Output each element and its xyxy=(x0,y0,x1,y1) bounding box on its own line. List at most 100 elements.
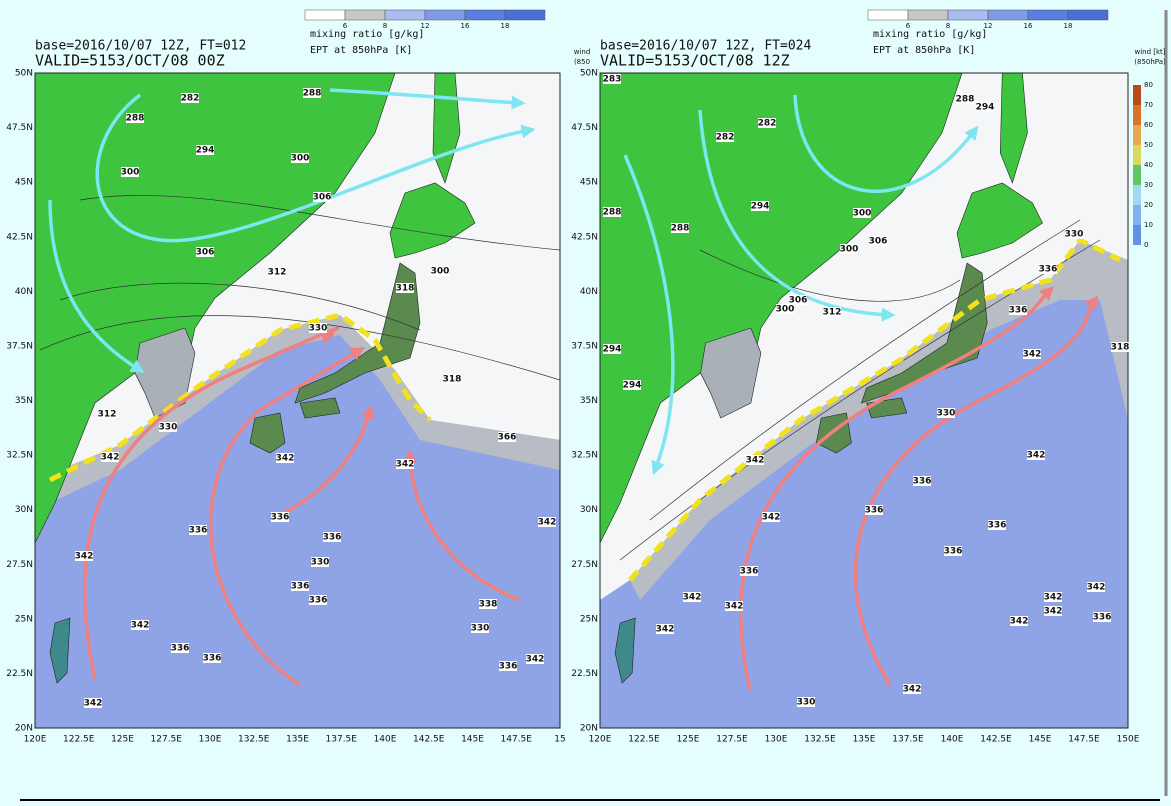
contour-label-box xyxy=(203,653,221,663)
contour-label-box xyxy=(443,374,461,384)
contour-label: 294 xyxy=(603,345,622,355)
right-map xyxy=(599,72,1129,729)
contour-label-box xyxy=(323,532,341,542)
contour-label: 342 xyxy=(101,453,120,463)
contour-label-box xyxy=(937,408,955,418)
wind-tick-label: 70 xyxy=(1144,101,1153,109)
lon-label: 137.5E xyxy=(326,735,358,745)
arrow xyxy=(208,347,365,687)
arrow xyxy=(698,109,896,322)
contour-label: 330 xyxy=(797,698,816,708)
contour-label: 300 xyxy=(840,245,859,255)
contour-label-box xyxy=(498,432,516,442)
wind-label: wind xyxy=(574,48,591,56)
front-line xyxy=(628,236,1122,582)
lat-label: 40N xyxy=(15,287,33,297)
wind-colorbar-cell xyxy=(1133,145,1141,165)
contour-label: 336 xyxy=(323,533,342,543)
arrow xyxy=(279,404,375,517)
contour-label: 342 xyxy=(656,625,675,635)
lat-label: 32.5N xyxy=(6,451,33,461)
colorbar-tick-label: 18 xyxy=(501,22,510,30)
contour-label: 336 xyxy=(865,506,884,516)
contour-label: 330 xyxy=(309,324,328,334)
contour-label-box xyxy=(396,459,414,469)
colorbar-cell xyxy=(947,9,989,21)
lat-label: 20N xyxy=(580,724,598,734)
lat-label: 50N xyxy=(580,69,598,79)
contour-label: 336 xyxy=(1039,265,1058,275)
arrow xyxy=(329,88,526,110)
contour-label-box xyxy=(84,698,102,708)
contour-label-box xyxy=(869,236,887,246)
contour-label: 288 xyxy=(671,224,690,234)
lat-label: 35N xyxy=(580,396,598,406)
contour-label-box xyxy=(944,546,962,556)
contour-label: 336 xyxy=(203,654,222,664)
contour-label: 300 xyxy=(121,168,140,178)
contour-label-box xyxy=(1111,342,1129,352)
contour-label: 342 xyxy=(131,621,150,631)
contour-label-box xyxy=(1023,349,1041,359)
contour-label-box xyxy=(789,295,807,305)
colorbar-tick-label: 8 xyxy=(383,22,387,30)
lat-label: 45N xyxy=(15,178,33,188)
lon-label: 120E xyxy=(24,735,47,745)
colorbar-cell xyxy=(907,9,949,21)
lat-label: 32.5N xyxy=(571,451,598,461)
contour-label-box xyxy=(976,102,994,112)
colorbar-cell xyxy=(424,9,466,21)
arrow xyxy=(738,286,1054,691)
colorbar-tick-label: 12 xyxy=(984,22,993,30)
contour-label-box xyxy=(1010,616,1028,626)
contour-label-box xyxy=(716,132,734,142)
contour-label-box xyxy=(131,620,149,630)
contour-label-box xyxy=(746,455,764,465)
wind-colorbar-cell xyxy=(1133,85,1141,105)
contour-label: 288 xyxy=(126,114,145,124)
lon-label: 140E xyxy=(941,735,964,745)
wind-colorbar-cell xyxy=(1133,185,1141,205)
contour-label: 342 xyxy=(396,460,415,470)
contour-label: 336 xyxy=(740,567,759,577)
wind-label: (850 xyxy=(574,58,590,66)
contour-label: 283 xyxy=(603,75,622,85)
lat-label: 37.5N xyxy=(6,341,33,351)
contour-label: 336 xyxy=(1009,306,1028,316)
wind-label: (850hPa) xyxy=(1134,58,1166,66)
contour-label-box xyxy=(538,517,556,527)
arrow xyxy=(48,199,145,373)
contour-label-box xyxy=(840,244,858,254)
arrow xyxy=(853,295,1099,686)
contour-label-box xyxy=(309,595,327,605)
map-frame xyxy=(34,72,561,729)
contour-line xyxy=(39,195,561,381)
contour-label: 336 xyxy=(1093,613,1112,623)
contour-label-box xyxy=(623,380,641,390)
lon-label: 125E xyxy=(111,735,134,745)
contour-label-box xyxy=(751,201,769,211)
colorbar-label: mixing ratio [g/kg] xyxy=(310,29,424,40)
colorbar-cell xyxy=(867,9,909,21)
contour-label: 336 xyxy=(944,547,963,557)
lon-label: 125E xyxy=(677,735,700,745)
contour-label-box xyxy=(1039,264,1057,274)
colorbar-tick-label: 16 xyxy=(461,22,470,30)
lat-label: 40N xyxy=(580,287,598,297)
contour-label-box xyxy=(396,283,414,293)
contour-label: 336 xyxy=(189,526,208,536)
contour-label-box xyxy=(196,247,214,257)
contour-label-box xyxy=(311,557,329,567)
contour-label-box xyxy=(776,304,794,314)
contour-label: 312 xyxy=(823,308,842,318)
wind-tick-label: 10 xyxy=(1144,221,1153,229)
contour-label-box xyxy=(159,422,177,432)
dry-flow-arrows xyxy=(48,88,536,373)
colorbar-cell xyxy=(304,9,346,21)
contour-label-box xyxy=(913,476,931,486)
lon-label: 142.5E xyxy=(980,735,1012,745)
contour-label-box xyxy=(268,267,286,277)
lon-label: 137.5E xyxy=(892,735,924,745)
lon-label: 15 xyxy=(554,735,565,745)
contour-label: 330 xyxy=(471,624,490,634)
